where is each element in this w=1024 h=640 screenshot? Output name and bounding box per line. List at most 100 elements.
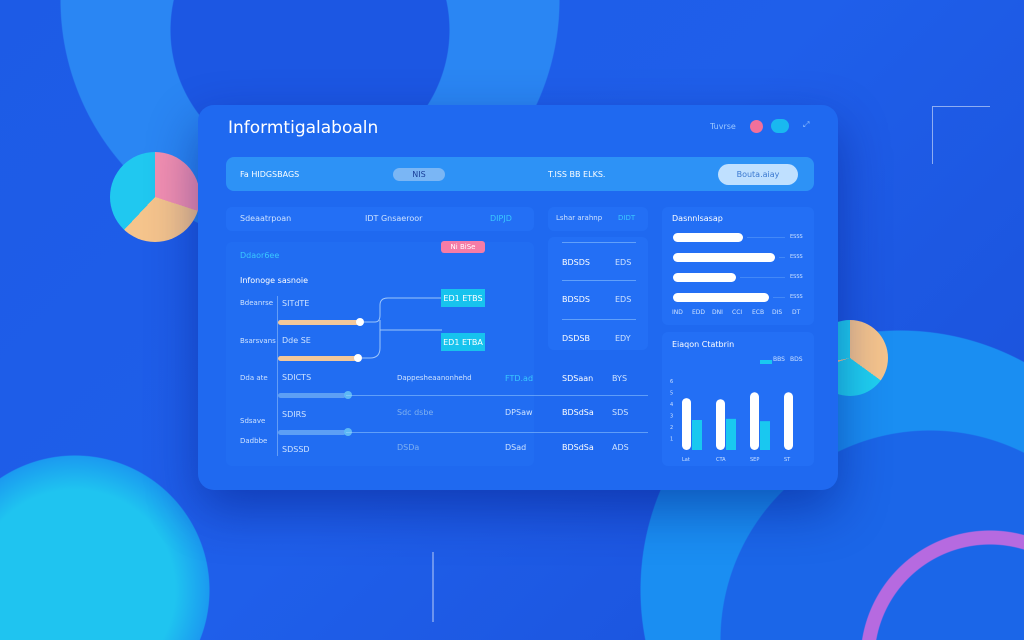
y-tick: 1	[670, 436, 673, 442]
h-bar	[673, 233, 744, 242]
h-axis-tick: EDD	[692, 309, 706, 316]
app-title: Informtigalaboaln	[228, 118, 379, 138]
legend-label: BDS	[790, 356, 803, 363]
bars-panel	[662, 207, 814, 325]
list-divider	[562, 242, 636, 243]
h-bar-label: ESSS	[790, 274, 803, 280]
list-item-label: BDSDS	[562, 295, 590, 304]
row-sub: Dde SE	[282, 336, 311, 345]
main-panel	[226, 242, 534, 466]
banner-button[interactable]: Bouta.aiay	[718, 164, 798, 185]
chart-title: Eiaqon Ctatbrin	[672, 340, 735, 349]
toggle-switch[interactable]	[771, 119, 789, 133]
summary-right-label: DIPJD	[490, 214, 512, 223]
h-axis-tick: DNI	[712, 309, 723, 316]
expand-icon[interactable]: ⤢	[803, 120, 810, 129]
row-label: Dadbbe	[240, 437, 268, 445]
list-divider	[562, 280, 636, 281]
row-sub: SDSSD	[282, 445, 310, 454]
legend-swatch	[760, 360, 772, 364]
h-bar-leader	[773, 297, 785, 298]
h-bar-leader	[739, 277, 785, 278]
table-cell: BDSdSa	[562, 443, 594, 452]
x-tick: SEP	[750, 457, 759, 463]
row-label: Sdsave	[240, 417, 266, 425]
list-panel	[548, 207, 648, 231]
list-panel-label: Lshar arahnp	[556, 214, 603, 222]
y-tick: 3	[670, 413, 673, 419]
notification-dot[interactable]	[750, 120, 763, 133]
middle-list-panel	[548, 237, 648, 350]
h-axis-tick: ECB	[752, 309, 765, 316]
table-cell: SDS	[612, 408, 629, 417]
table-cell: DSad	[505, 443, 527, 452]
h-bar-leader	[779, 257, 785, 258]
bar-primary	[784, 392, 793, 450]
main-heading: Ddaor6ee	[240, 251, 280, 260]
main-tag[interactable]: Ni BiSe	[441, 241, 485, 253]
list-panel-value: DIDT	[618, 214, 636, 222]
legend-label: BBS	[773, 356, 785, 363]
table-divider	[346, 432, 648, 433]
bar-primary	[716, 399, 725, 450]
table-divider	[346, 395, 648, 396]
table-cell: DPSaw	[505, 408, 533, 417]
banner	[226, 157, 814, 191]
table-cell: ADS	[612, 443, 629, 452]
h-axis-tick: DT	[792, 309, 801, 316]
table-cell: SDSaan	[562, 374, 594, 383]
row-sub: SDICTS	[282, 373, 312, 382]
bar-secondary	[760, 421, 770, 450]
corner-bracket	[932, 106, 990, 164]
connector-lines	[362, 297, 442, 359]
list-item-value: EDS	[615, 295, 632, 304]
x-tick: Lat	[682, 457, 690, 463]
list-item-value: EDS	[615, 258, 632, 267]
list-item-label: DSDSB	[562, 334, 590, 343]
list-item-value: EDY	[615, 334, 631, 343]
bar-primary	[682, 398, 691, 450]
progress-bar-4	[278, 430, 346, 435]
y-tick: 2	[670, 425, 673, 431]
status-text: Tuvrse	[710, 122, 736, 131]
summary-panel	[226, 207, 534, 231]
summary-mid-label: IDT Gnsaeroor	[365, 214, 423, 223]
h-axis-tick: IND	[672, 309, 683, 316]
table-cell: BDSdSa	[562, 408, 594, 417]
table-cell: BYS	[612, 374, 628, 383]
main-subheading: Infonoge sasnoie	[240, 276, 308, 285]
table-cell: DSDa	[397, 443, 420, 452]
bar-secondary	[726, 418, 736, 450]
table-cell: Sdc dsbe	[397, 408, 434, 417]
pie-left-icon	[110, 152, 200, 242]
h-bar	[673, 273, 736, 282]
progress-knob[interactable]	[356, 318, 364, 326]
row-label: Bsarsvans	[240, 337, 276, 345]
row-label: Bdeanrse	[240, 299, 274, 307]
h-bar-leader	[747, 237, 785, 238]
row-label: Dda ate	[240, 374, 268, 382]
summary-label: Sdeaatrpoan	[240, 214, 292, 223]
progress-knob[interactable]	[354, 354, 362, 362]
h-bar-label: ESSS	[790, 294, 803, 300]
banner-label: Fa HIDGSBAGS	[240, 170, 300, 179]
vertical-line	[432, 552, 434, 622]
bar-secondary	[692, 420, 702, 450]
x-tick: CTA	[716, 457, 726, 463]
progress-bar-2	[278, 356, 358, 361]
bar-chart: 1 2 3 4 5 6 Lat CTA SEP ST	[670, 379, 793, 463]
banner-badge: NIS	[393, 168, 445, 181]
list-divider	[562, 319, 636, 320]
h-axis-tick: CCI	[732, 309, 743, 316]
row-sub: SDIRS	[282, 410, 307, 419]
node-box[interactable]: ED1 ETBS	[441, 289, 485, 307]
y-tick: 6	[670, 379, 673, 385]
row-sub: SITdTE	[282, 299, 310, 308]
node-box[interactable]: ED1 ETBA	[441, 333, 485, 351]
progress-bar-1	[278, 320, 360, 325]
h-bar	[673, 293, 769, 302]
progress-bar-3	[278, 393, 346, 398]
row-axis	[277, 296, 278, 456]
h-bar-label: ESSS	[790, 254, 803, 260]
banner-center-text: T.ISS BB ELKS.	[548, 170, 606, 179]
